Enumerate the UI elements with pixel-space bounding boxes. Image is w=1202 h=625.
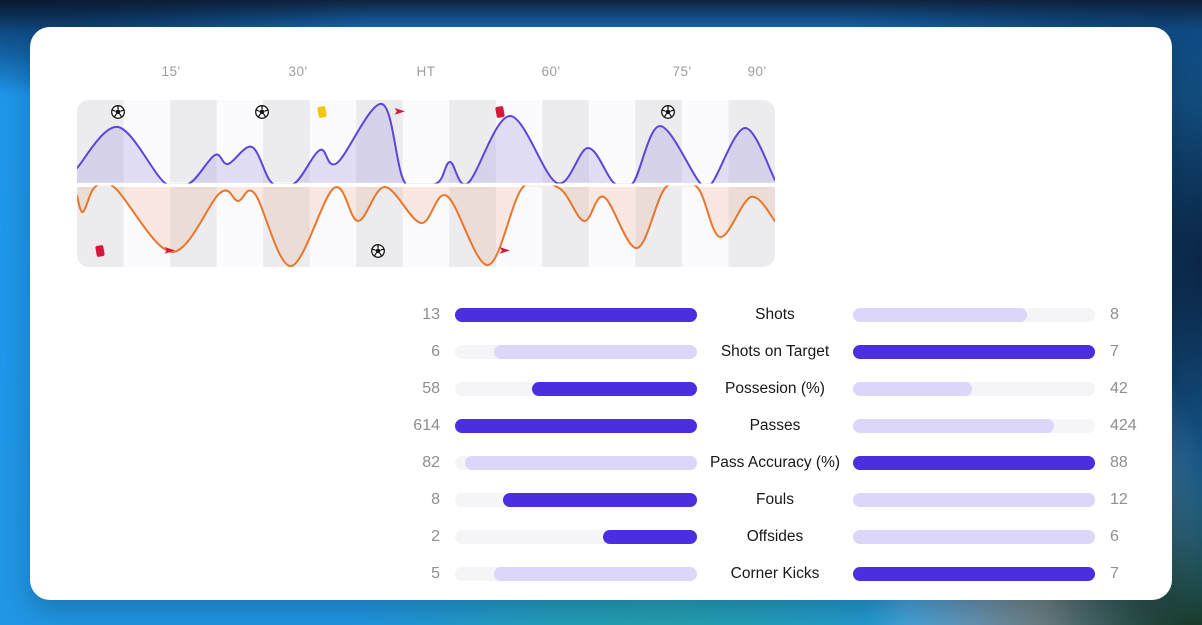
stats-comparison-list: 13 Shots 8 6 Shots on Target 7 58 Possesion (%)…	[30, 296, 1172, 592]
goal-ball-icon	[255, 105, 269, 119]
home-stat-bar	[455, 529, 697, 544]
away-stat-bar-fill	[853, 492, 1095, 507]
stat-row-offsides: 2 Offsides 6	[30, 518, 1172, 555]
home-value: 82	[422, 453, 440, 471]
home-stat-bar	[455, 492, 697, 507]
away-value: 88	[1110, 453, 1128, 471]
home-value: 58	[422, 379, 440, 397]
corner-flag-icon	[394, 108, 406, 116]
home-stat-bar	[455, 344, 697, 359]
time-label-90: 90'	[747, 64, 767, 79]
time-label-30: 30'	[288, 64, 308, 79]
momentum-time-axis: 15' 30' HT 60' 75' 90'	[30, 64, 1172, 80]
momentum-chart	[77, 100, 775, 267]
home-stat-bar-fill	[532, 381, 697, 396]
time-label-15: 15'	[161, 64, 181, 79]
stat-label: Corner Kicks	[730, 564, 820, 582]
stat-row-passes: 614 Passes 424	[30, 407, 1172, 444]
away-stat-bar	[853, 566, 1095, 581]
away-stat-bar	[853, 418, 1095, 433]
home-stat-bar-fill	[464, 455, 697, 470]
home-value: 2	[431, 527, 440, 545]
away-stat-bar-fill	[853, 344, 1095, 359]
stat-label: Shots on Target	[720, 342, 830, 360]
stat-row-pass-accuracy: 82 Pass Accuracy (%) 88	[30, 444, 1172, 481]
away-stat-bar-fill	[853, 529, 1095, 544]
away-value: 12	[1110, 490, 1128, 508]
home-stat-bar-fill	[602, 529, 697, 544]
stat-row-shots-on-target: 6 Shots on Target 7	[30, 333, 1172, 370]
away-value: 7	[1110, 564, 1119, 582]
goal-ball-icon	[661, 105, 675, 119]
stat-row-corner-kicks: 5 Corner Kicks 7	[30, 555, 1172, 592]
home-stat-bar-fill	[455, 307, 697, 322]
home-stat-bar	[455, 566, 697, 581]
away-stat-bar-fill	[853, 455, 1095, 470]
away-stat-bar	[853, 344, 1095, 359]
away-stat-bar	[853, 529, 1095, 544]
time-label-75: 75'	[672, 64, 692, 79]
match-stats-card: 15' 30' HT 60' 75' 90' 13 Shots 8 6 Shots on Targ…	[30, 27, 1172, 600]
home-value: 614	[413, 416, 440, 434]
stat-label: Passes	[749, 416, 801, 434]
stat-label: Pass Accuracy (%)	[709, 453, 841, 471]
away-value: 42	[1110, 379, 1128, 397]
away-stat-bar	[853, 455, 1095, 470]
stat-row-possesion: 58 Possesion (%) 42	[30, 370, 1172, 407]
red-card-icon	[95, 244, 105, 258]
away-stat-bar-fill	[853, 418, 1054, 433]
away-stat-bar	[853, 307, 1095, 322]
stat-row-shots: 13 Shots 8	[30, 296, 1172, 333]
stat-label: Offsides	[746, 527, 804, 545]
home-momentum-series	[77, 103, 775, 184]
goal-ball-icon	[111, 105, 125, 119]
away-value: 6	[1110, 527, 1119, 545]
time-label-60: 60'	[541, 64, 561, 79]
corner-flag-icon	[164, 247, 176, 255]
away-value: 8	[1110, 305, 1119, 323]
home-stat-bar	[455, 455, 697, 470]
away-stat-bar-fill	[853, 307, 1028, 322]
home-value: 8	[431, 490, 440, 508]
home-value: 5	[431, 564, 440, 582]
time-label-HT: HT	[416, 64, 436, 79]
home-stat-bar-fill	[455, 418, 697, 433]
home-stat-bar	[455, 418, 697, 433]
away-stat-bar-fill	[853, 566, 1095, 581]
goal-ball-icon	[371, 244, 385, 258]
home-stat-bar	[455, 307, 697, 322]
away-stat-bar	[853, 381, 1095, 396]
midline	[77, 182, 775, 187]
home-value: 6	[431, 342, 440, 360]
away-value: 424	[1110, 416, 1137, 434]
home-stat-bar-fill	[503, 492, 697, 507]
away-momentum-series	[77, 185, 775, 267]
corner-flag-icon	[499, 247, 511, 255]
away-value: 7	[1110, 342, 1119, 360]
stat-row-fouls: 8 Fouls 12	[30, 481, 1172, 518]
yellow-card-icon	[317, 105, 327, 119]
momentum-curves	[77, 100, 775, 267]
away-stat-bar	[853, 492, 1095, 507]
home-stat-bar-fill	[493, 344, 697, 359]
stat-label: Fouls	[756, 490, 794, 508]
red-card-icon	[495, 105, 505, 119]
home-value: 13	[422, 305, 440, 323]
stat-label: Shots	[755, 305, 795, 323]
home-stat-bar	[455, 381, 697, 396]
stat-label: Possesion (%)	[725, 379, 825, 397]
home-stat-bar-fill	[493, 566, 697, 581]
away-stat-bar-fill	[853, 381, 972, 396]
